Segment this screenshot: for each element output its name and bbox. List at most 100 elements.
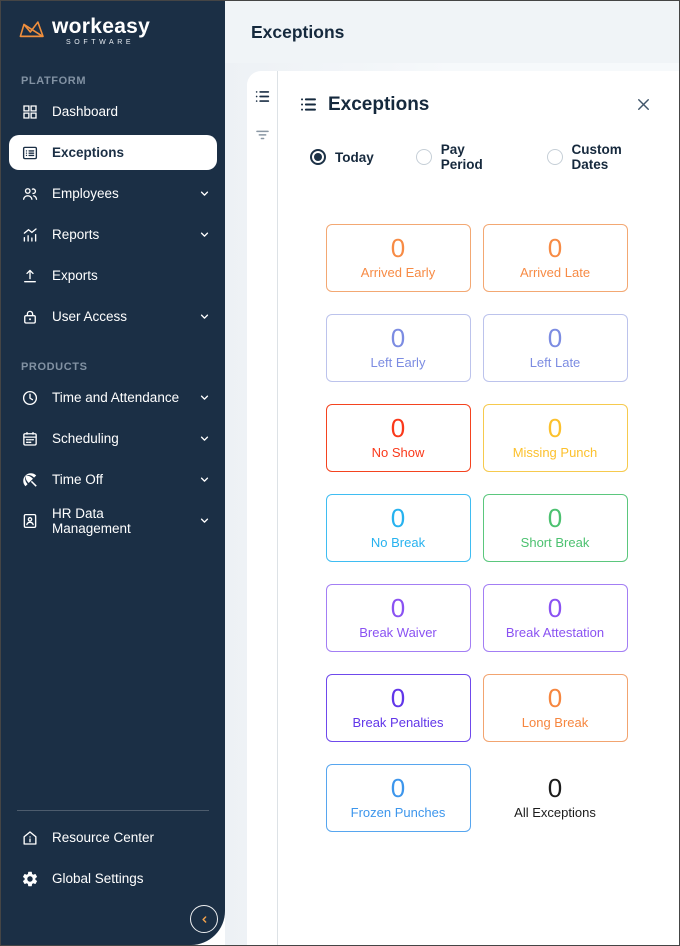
chevron-left-icon [197,912,212,927]
upload-icon [21,267,39,285]
content-area: Exceptions Today Pay Period [225,63,679,945]
sidebar-item-label: Exports [52,268,98,283]
exception-card-short-break[interactable]: 0 Short Break [482,494,628,562]
page-header: Exceptions [225,1,679,63]
gear-icon [21,870,39,888]
exception-card-no-show[interactable]: 0 No Show [325,404,471,472]
main-area: Exceptions [225,1,679,945]
sidebar-item-scheduling[interactable]: Scheduling [1,418,225,459]
sidebar-item-employees[interactable]: Employees [1,173,225,214]
panel-title: Exceptions [328,93,430,115]
date-filter-row: Today Pay Period Custom Dates [310,142,655,172]
logo-text: workeasy SOFTWARE [52,16,150,46]
chart-icon [21,226,39,244]
sidebar-item-label: Reports [52,227,100,242]
exception-card-break-waiver[interactable]: 0 Break Waiver [325,584,471,652]
sidebar-item-label: User Access [52,309,128,324]
card-value: 0 [390,233,406,264]
card-value: 0 [547,593,563,624]
filter-label: Today [335,149,374,165]
card-label: Break Penalties [352,715,444,731]
list-view-tab[interactable] [251,85,273,107]
chevron-down-icon [198,310,211,323]
logo-subtext: SOFTWARE [66,39,135,46]
exception-card-left-late[interactable]: 0 Left Late [482,314,628,382]
exception-card-all-exceptions[interactable]: 0 All Exceptions [482,764,628,832]
sidebar-item-label: Global Settings [52,871,144,886]
close-icon[interactable] [632,93,655,116]
sidebar-item-user-access[interactable]: User Access [1,296,225,337]
filter-option-custom-dates[interactable]: Custom Dates [546,142,655,172]
filter-option-pay-period[interactable]: Pay Period [415,142,505,172]
card-label: Missing Punch [512,445,598,461]
sidebar-footer: Resource Center Global Settings [1,810,225,945]
panel-body: Exceptions Today Pay Period [278,71,679,945]
sidebar-item-dashboard[interactable]: Dashboard [1,91,225,132]
card-value: 0 [390,683,406,714]
exception-card-break-attestation[interactable]: 0 Break Attestation [482,584,628,652]
card-label: Short Break [520,535,590,551]
exception-card-missing-punch[interactable]: 0 Missing Punch [482,404,628,472]
panel-title-row: Exceptions [298,93,655,116]
exception-card-arrived-early[interactable]: 0 Arrived Early [325,224,471,292]
exception-card-frozen-punches[interactable]: 0 Frozen Punches [325,764,471,832]
workeasy-crown-icon [18,19,45,46]
home-info-icon [21,829,39,847]
filter-label: Custom Dates [571,142,622,172]
sidebar-item-label: HR Data Management [52,505,131,536]
sidebar-item-exports[interactable]: Exports [1,255,225,296]
chevron-down-icon [198,228,211,241]
logo-wordmark: workeasy [52,15,151,38]
radio-icon [415,149,432,165]
radio-icon [546,149,563,165]
exception-card-arrived-late[interactable]: 0 Arrived Late [482,224,628,292]
exception-cards-grid: 0 Arrived Early 0 Arrived Late 0 Left Early 0 L… [325,224,628,832]
card-value: 0 [547,233,563,264]
sidebar-item-label: Resource Center [52,830,155,845]
card-label: All Exceptions [514,805,596,821]
sidebar-item-time-and-attendance[interactable]: Time and Attendance [1,377,225,418]
card-value: 0 [547,323,563,354]
sidebar-item-hr-data-management[interactable]: HR Data Management [1,500,225,541]
card-value: 0 [390,773,406,804]
sidebar-item-reports[interactable]: Reports [1,214,225,255]
exception-card-long-break[interactable]: 0 Long Break [482,674,628,742]
chevron-down-icon [198,432,211,445]
card-value: 0 [390,413,406,444]
sidebar-item-resource-center[interactable]: Resource Center [1,817,225,858]
exception-card-break-penalties[interactable]: 0 Break Penalties [325,674,471,742]
sidebar-item-global-settings[interactable]: Global Settings [1,858,225,899]
logo[interactable]: workeasy SOFTWARE [1,1,225,57]
card-value: 0 [547,683,563,714]
panel-tab-rail [247,71,278,945]
dashboard-grid-icon [21,103,39,121]
exceptions-panel: Exceptions Today Pay Period [247,71,679,945]
sidebar-item-label: Employees [52,186,119,201]
calendar-icon [21,430,39,448]
filter-tab[interactable] [251,123,273,145]
chevron-down-icon [198,187,211,200]
filter-option-today[interactable]: Today [310,149,374,165]
exception-card-left-early[interactable]: 0 Left Early [325,314,471,382]
card-label: Arrived Late [519,265,591,281]
page-title: Exceptions [251,21,345,42]
card-label: Left Early [370,355,426,371]
chevron-down-icon [198,473,211,486]
card-label: No Show [371,445,425,461]
sidebar: workeasy SOFTWARE PLATFORM Dashboard Exc… [1,1,225,945]
sidebar-collapse-button[interactable] [190,905,218,933]
person-document-icon [21,512,39,530]
card-value: 0 [390,593,406,624]
bulleted-list-icon [253,87,272,106]
exception-card-no-break[interactable]: 0 No Break [325,494,471,562]
bulleted-list-icon [298,94,319,115]
card-value: 0 [390,323,406,354]
filter-lines-icon [253,125,272,144]
card-label: Arrived Early [360,265,436,281]
sidebar-item-time-off[interactable]: Time Off [1,459,225,500]
card-label: Break Attestation [505,625,605,641]
sidebar-section-products: PRODUCTS [21,361,88,373]
card-value: 0 [390,503,406,534]
sidebar-item-exceptions[interactable]: Exceptions [1,132,225,173]
